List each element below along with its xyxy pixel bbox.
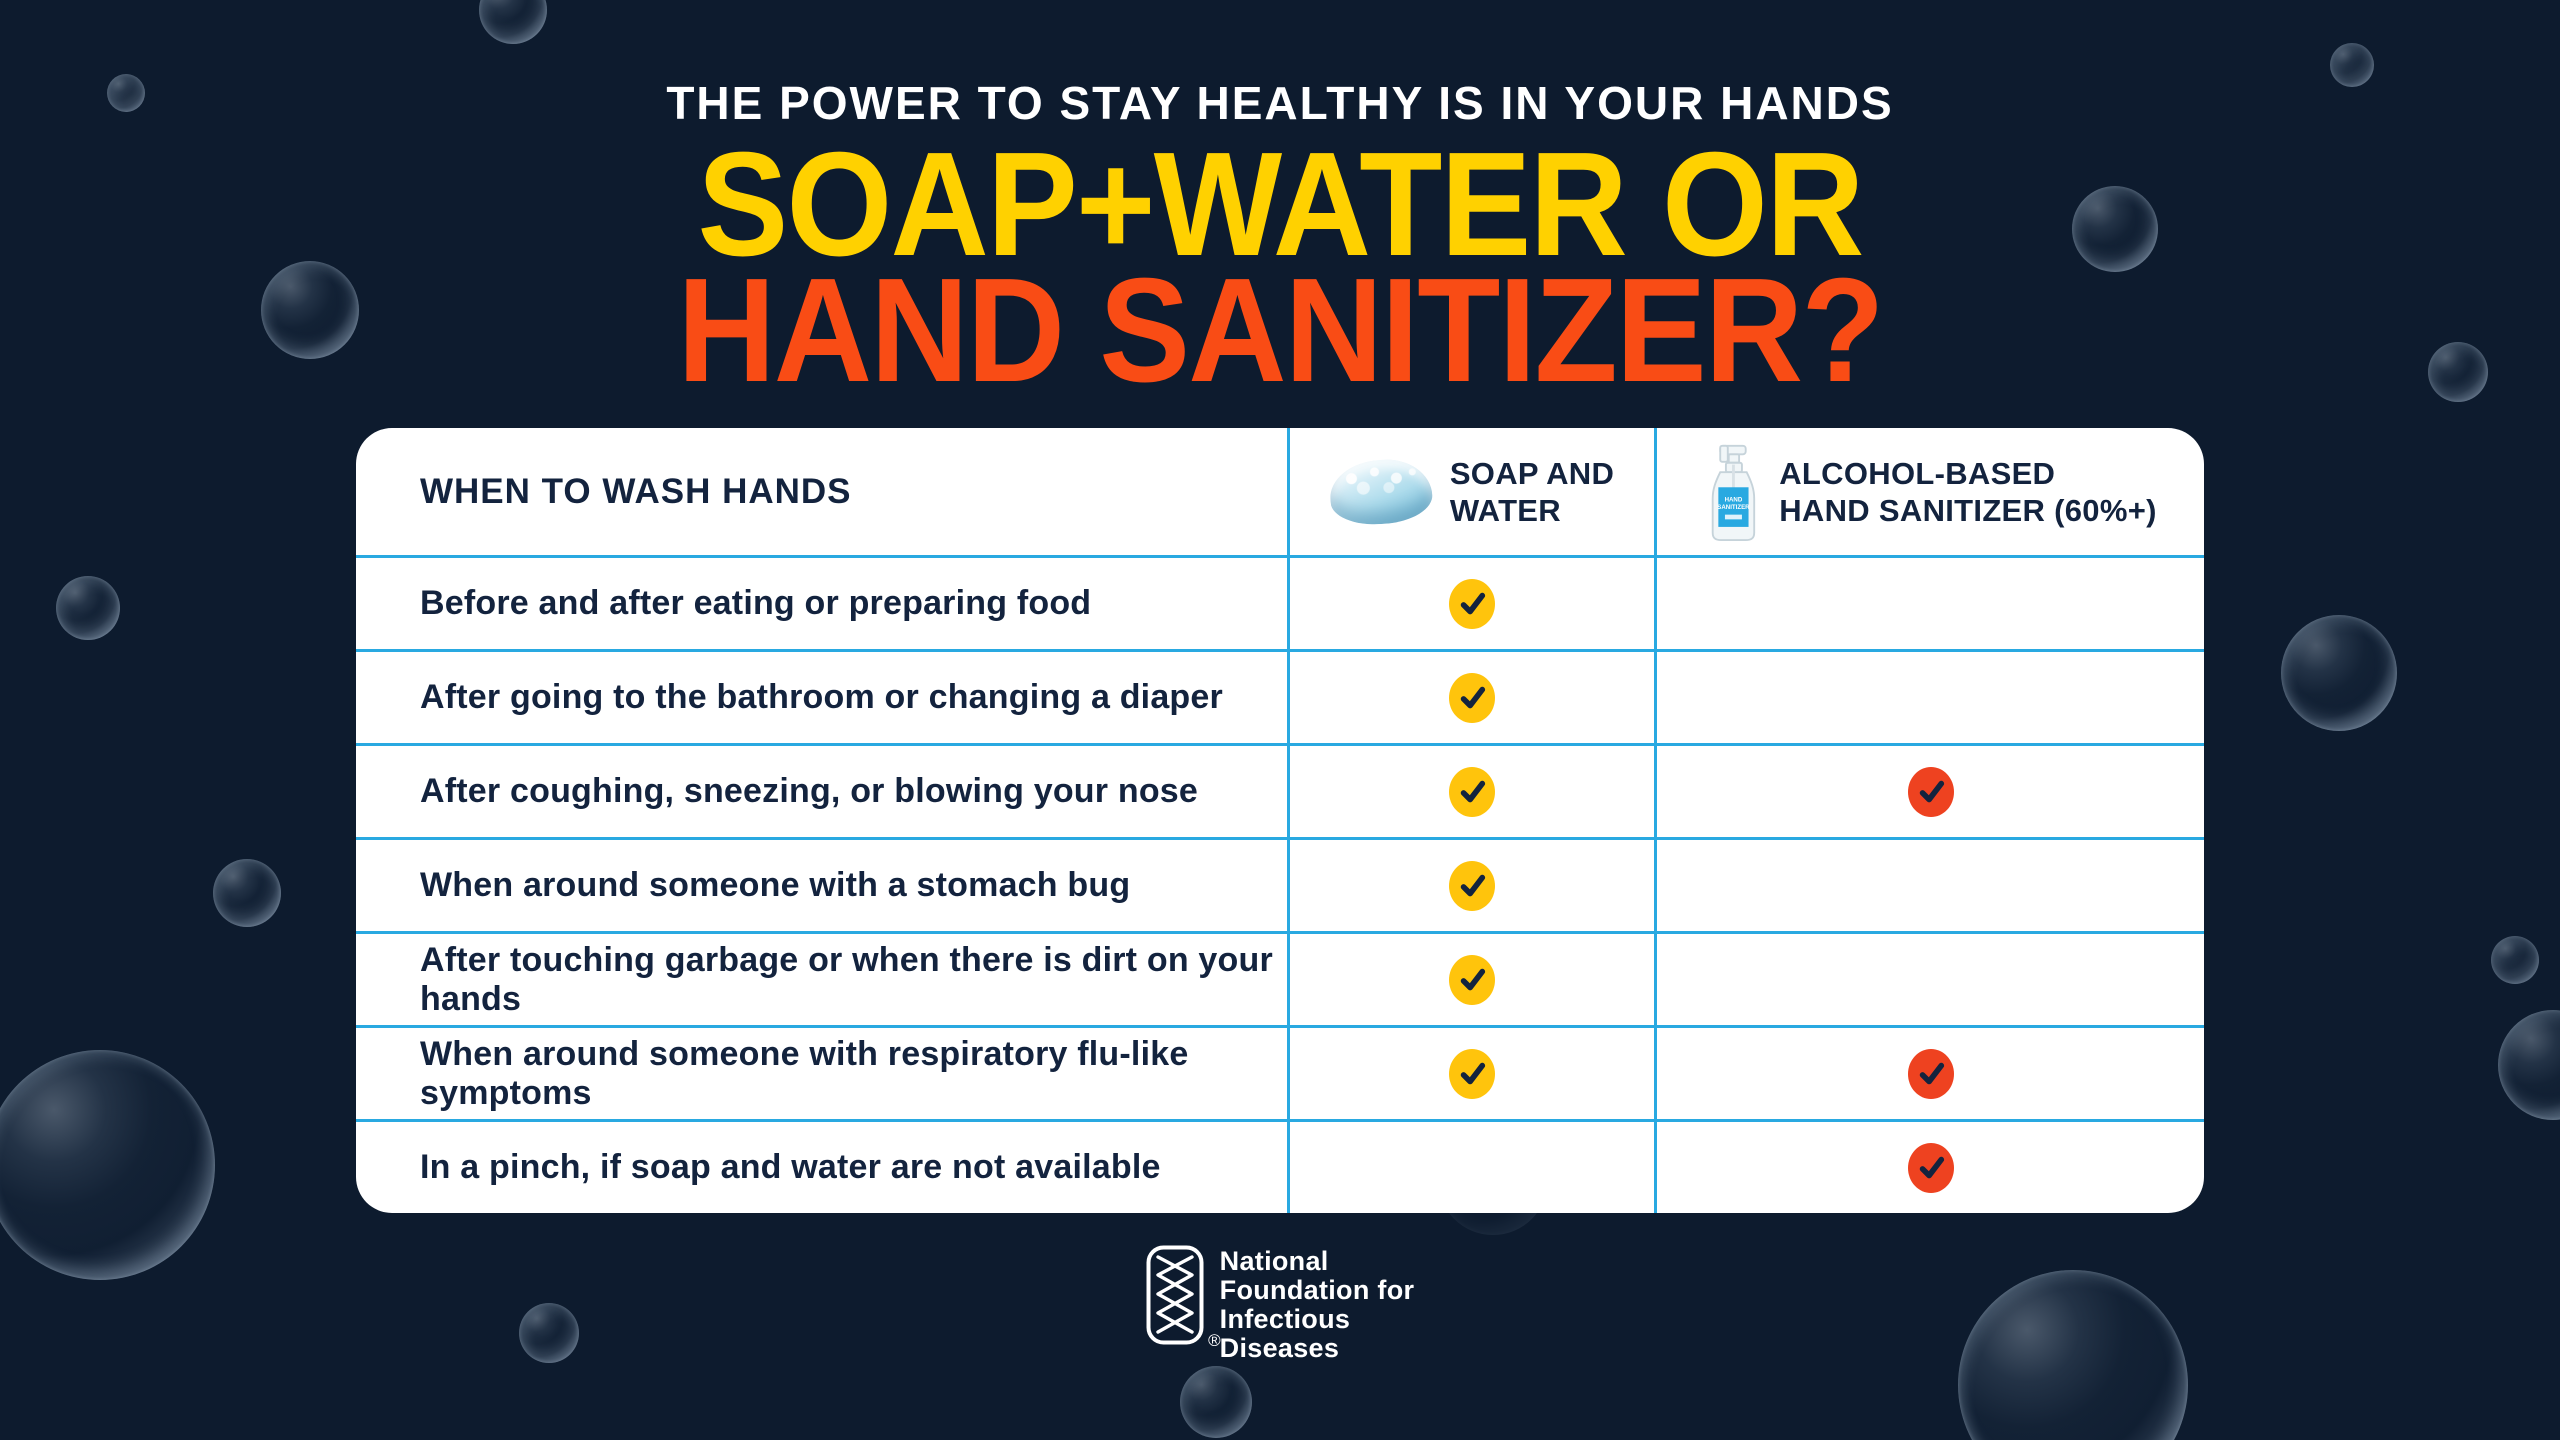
row-label: After touching garbage or when there is … <box>420 940 1273 1018</box>
table-row: Before and after eating or preparing foo… <box>356 555 2204 649</box>
soap-water-check-icon <box>1449 672 1495 723</box>
soap-water-check-icon <box>1449 578 1495 629</box>
headline-kicker: THE POWER TO STAY HEALTHY IS IN YOUR HAN… <box>666 77 1894 129</box>
bubble-decoration <box>2281 615 2397 731</box>
bubble-decoration <box>0 1050 215 1280</box>
row-label: When around someone with respiratory flu… <box>420 1034 1189 1112</box>
hand-sanitizer-check-icon <box>1907 1142 1954 1193</box>
svg-text:SANITIZER: SANITIZER <box>1718 503 1751 510</box>
soap-water-check-icon <box>1449 766 1495 817</box>
column-header-hand-sanitizer: HAND SANITIZER ALCOHOL-BASED HAND SANITIZ… <box>1654 428 2204 555</box>
bubble-decoration <box>2498 1010 2560 1120</box>
footer-logo-lockup: ® National Foundation for Infectious Diseas… <box>0 1245 2560 1363</box>
hand-sanitizer-cell <box>1654 1028 2204 1119</box>
bubble-decoration <box>107 74 145 112</box>
soap-bar-icon <box>1327 456 1434 527</box>
hand-sanitizer-cell <box>1654 746 2204 837</box>
table-header-row: WHEN TO WASH HANDS SOAP AND WATER <box>356 428 2204 555</box>
row-label: When around someone with a stomach bug <box>420 866 1131 904</box>
soap-water-cell <box>1287 652 1654 743</box>
bubble-decoration <box>261 261 359 359</box>
row-label: After going to the bathroom or changing … <box>420 678 1223 716</box>
bubble-decoration <box>2072 186 2158 272</box>
table-row: When around someone with respiratory flu… <box>356 1025 2204 1119</box>
soap-water-check-icon <box>1449 1048 1495 1099</box>
bubble-decoration <box>213 859 281 927</box>
table-row: After touching garbage or when there is … <box>356 931 2204 1025</box>
soap-water-cell <box>1287 840 1654 931</box>
hand-sanitizer-cell <box>1654 652 2204 743</box>
table-row: When around someone with a stomach bug <box>356 837 2204 931</box>
bubble-decoration <box>519 1303 579 1363</box>
column-header-when-to-wash-hands: WHEN TO WASH HANDS <box>420 471 852 511</box>
soap-water-check-icon <box>1449 860 1495 911</box>
table-row: In a pinch, if soap and water are not av… <box>356 1119 2204 1213</box>
bubble-decoration <box>2491 936 2539 984</box>
row-label: Before and after eating or preparing foo… <box>420 584 1092 622</box>
bubble-decoration <box>1180 1366 1252 1438</box>
soap-water-cell <box>1287 746 1654 837</box>
hand-sanitizer-check-icon <box>1907 766 1954 817</box>
table-row: After coughing, sneezing, or blowing you… <box>356 743 2204 837</box>
bubble-decoration <box>1958 1270 2188 1440</box>
bubble-decoration <box>2428 342 2488 402</box>
comparison-table: WHEN TO WASH HANDS SOAP AND WATER <box>356 428 2204 1213</box>
bubble-decoration <box>479 0 547 44</box>
soap-water-check-icon <box>1449 954 1495 1005</box>
organization-name: National Foundation for Infectious Diseases <box>1219 1246 1415 1363</box>
column-header-label: SOAP AND WATER <box>1449 455 1615 528</box>
row-label: After coughing, sneezing, or blowing you… <box>420 772 1199 810</box>
hand-sanitizer-check-icon <box>1907 1048 1954 1099</box>
headline-title: SOAP+WATER OR HAND SANITIZER? <box>0 122 2560 413</box>
svg-text:HAND: HAND <box>1725 496 1743 503</box>
hand-sanitizer-cell <box>1654 934 2204 1025</box>
soap-water-cell <box>1287 1122 1654 1213</box>
table-body: Before and after eating or preparing foo… <box>356 555 2204 1213</box>
bubble-decoration <box>56 576 120 640</box>
title-line-soap-water: SOAP+WATER OR <box>697 122 1864 287</box>
soap-water-cell <box>1287 558 1654 649</box>
nfid-dna-logo-icon: ® <box>1146 1245 1221 1350</box>
soap-water-cell <box>1287 934 1654 1025</box>
hand-sanitizer-cell <box>1654 840 2204 931</box>
soap-water-cell <box>1287 1028 1654 1119</box>
registered-trademark-symbol: ® <box>1208 1331 1221 1350</box>
bubble-decoration <box>2330 43 2374 87</box>
title-line-hand-sanitizer: HAND SANITIZER? <box>677 248 1884 413</box>
hand-sanitizer-cell <box>1654 1122 2204 1213</box>
table-row: After going to the bathroom or changing … <box>356 649 2204 743</box>
hand-sanitizer-cell <box>1654 558 2204 649</box>
sanitizer-bottle-icon: HAND SANITIZER <box>1711 444 1756 541</box>
column-header-soap-and-water: SOAP AND WATER <box>1287 428 1654 555</box>
row-label: In a pinch, if soap and water are not av… <box>420 1148 1161 1186</box>
column-header-label: ALCOHOL-BASED HAND SANITIZER (60%+) <box>1779 455 2157 528</box>
